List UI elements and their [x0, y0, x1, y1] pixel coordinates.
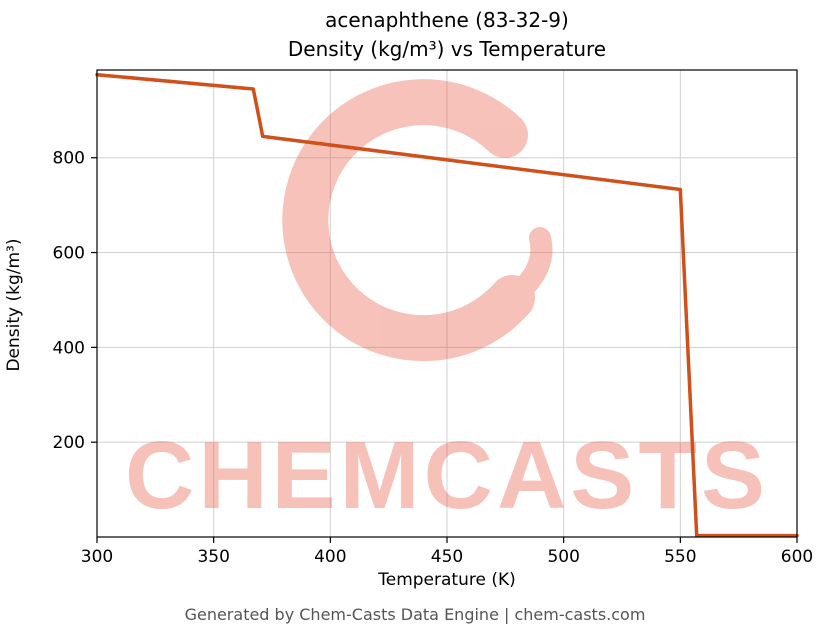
watermark-text: CHEMCASTS: [125, 422, 769, 529]
tick-labels: 300 350 400 450 500 550 600 200 400 600 800: [53, 149, 814, 567]
watermark: CHEMCASTS: [125, 79, 769, 529]
x-axis-label: Temperature (K): [378, 570, 516, 590]
svg-text:400: 400: [314, 547, 346, 567]
chemcasts-logo-curl-icon: [501, 227, 553, 309]
svg-text:300: 300: [81, 547, 113, 567]
svg-text:800: 800: [53, 149, 85, 169]
tick-marks: [91, 157, 798, 543]
footer-text: Generated by Chem-Casts Data Engine | ch…: [184, 605, 646, 624]
svg-text:350: 350: [197, 547, 229, 567]
svg-text:600: 600: [53, 244, 85, 264]
svg-text:400: 400: [53, 338, 85, 358]
chart-title: acenaphthene (83-32-9): [325, 8, 569, 32]
chart-subtitle: Density (kg/m³) vs Temperature: [287, 37, 607, 61]
chemcasts-logo-icon: [282, 79, 535, 362]
svg-text:500: 500: [547, 547, 579, 567]
svg-text:600: 600: [781, 547, 813, 567]
data-line: [95, 72, 799, 538]
svg-text:550: 550: [664, 547, 696, 567]
svg-text:450: 450: [431, 547, 463, 567]
chart-title-block: acenaphthene (83-32-9) Density (kg/m³) v…: [97, 6, 797, 64]
svg-text:200: 200: [53, 433, 85, 453]
